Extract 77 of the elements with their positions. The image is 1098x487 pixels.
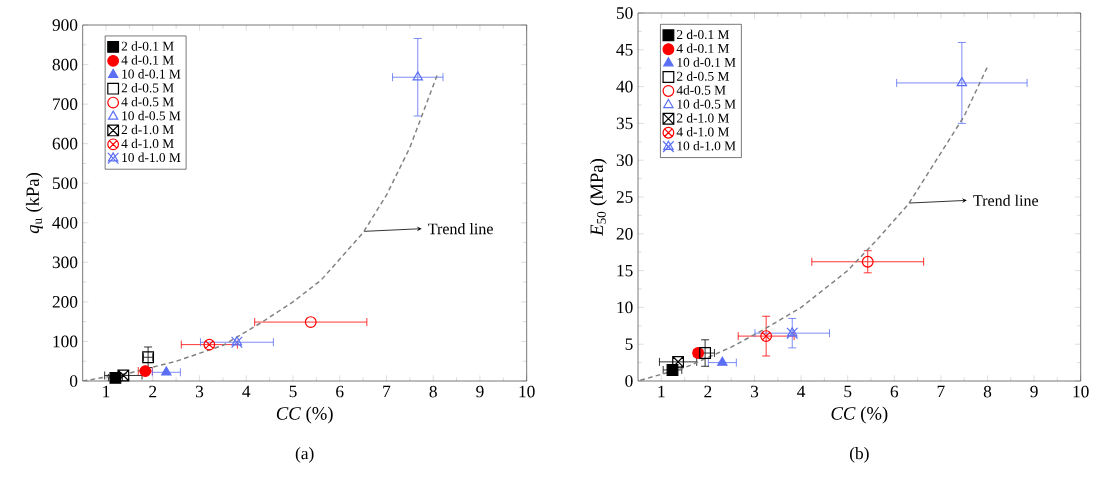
point bbox=[717, 356, 728, 366]
y-tick-label: 700 bbox=[53, 98, 78, 110]
legend-label: 4 d-0.5 M bbox=[121, 96, 174, 107]
point bbox=[786, 327, 799, 340]
text: (a) bbox=[295, 447, 314, 463]
point bbox=[304, 316, 317, 328]
legend-label: 4 d-0.1 M bbox=[121, 55, 174, 65]
point bbox=[230, 336, 243, 349]
x-tick-label: 8 bbox=[983, 385, 992, 398]
point bbox=[956, 77, 968, 87]
point bbox=[760, 330, 773, 343]
y-tick-label: 25 bbox=[616, 191, 633, 203]
annotation: Trend line bbox=[973, 194, 1039, 206]
legend-label: 4 d-0.1 M bbox=[676, 43, 729, 54]
y-tick-label: 200 bbox=[52, 296, 78, 308]
x-tick-label: 1 bbox=[658, 385, 665, 398]
y-tick-label: 5 bbox=[625, 338, 633, 350]
x-tick-label: 4 bbox=[797, 385, 806, 398]
legend-label: 2 d-1.0 M bbox=[121, 124, 174, 135]
x-tick-label: 1 bbox=[103, 385, 110, 398]
y-axis-title: q$_{u}$ (kPa) bbox=[25, 173, 43, 234]
legend-label: 4 d-1.0 M bbox=[676, 127, 729, 137]
y-tick-label: 10 bbox=[617, 301, 633, 314]
x-tick-label: 7 bbox=[937, 385, 945, 398]
y-tick-label: 35 bbox=[616, 117, 633, 130]
x-tick-label: 7 bbox=[383, 385, 391, 398]
legend-label: 2 d-0.5 M bbox=[677, 71, 729, 81]
legend-label: 2 d-1.0 M bbox=[677, 113, 729, 123]
point bbox=[861, 255, 874, 268]
x-tick-label: 5 bbox=[844, 385, 852, 398]
y-tick-label: 600 bbox=[52, 137, 78, 150]
x-tick-label: 6 bbox=[890, 385, 899, 398]
y-tick-label: 900 bbox=[52, 19, 78, 31]
x-tick-label: 10 bbox=[1073, 385, 1089, 398]
y-tick-label: 15 bbox=[617, 264, 633, 277]
x-tick-label: 10 bbox=[519, 385, 535, 398]
point bbox=[161, 366, 172, 376]
x-tick-label: 8 bbox=[429, 385, 437, 398]
x-tick-label: 4 bbox=[242, 385, 251, 398]
text: (b) bbox=[849, 447, 869, 463]
x-axis-title: CC (%) bbox=[276, 406, 333, 424]
x-axis-title: CC (%) bbox=[831, 406, 888, 424]
y-tick-label: 45 bbox=[616, 44, 633, 56]
y-tick-label: 50 bbox=[616, 7, 633, 19]
x-tick-label: 5 bbox=[289, 385, 297, 398]
annotation: Trend line bbox=[428, 223, 493, 235]
x-tick-label: 3 bbox=[196, 385, 204, 398]
legend-label: 10 d-0.5 M bbox=[677, 99, 736, 109]
y-tick-label: 400 bbox=[52, 216, 78, 229]
x-tick-label: 2 bbox=[704, 385, 712, 398]
legend-label: 4 d-1.0 M bbox=[121, 138, 174, 149]
x-tick-label: 9 bbox=[1030, 385, 1038, 398]
x-tick-label: 6 bbox=[336, 385, 344, 398]
x-tick-label: 3 bbox=[751, 385, 759, 398]
legend-label: 2 d-0.5 M bbox=[121, 83, 174, 93]
legend-label: 10 d-1.0 M bbox=[122, 152, 181, 163]
y-tick-label: 20 bbox=[616, 227, 633, 240]
point bbox=[412, 71, 423, 81]
y-tick-label: 300 bbox=[52, 256, 78, 269]
legend-label: 10 d-0.1 M bbox=[122, 69, 181, 79]
y-tick-label: 100 bbox=[53, 335, 78, 348]
y-tick-label: 40 bbox=[616, 80, 633, 93]
y-tick-label: 0 bbox=[625, 375, 633, 387]
x-tick-label: 2 bbox=[149, 385, 157, 398]
y-tick-label: 500 bbox=[52, 177, 78, 190]
point bbox=[203, 338, 216, 351]
legend-label: 10 d-0.1 M bbox=[677, 57, 736, 67]
x-tick-label: 9 bbox=[476, 385, 484, 398]
y-tick-label: 800 bbox=[52, 58, 78, 71]
y-axis-title: E$_{50}$ (MPa) bbox=[589, 159, 607, 236]
legend-label: 2 d-0.1 M bbox=[677, 29, 729, 40]
y-tick-label: 30 bbox=[616, 154, 633, 167]
legend-label: 10 d-0.5 M bbox=[122, 110, 181, 121]
y-tick-label: 0 bbox=[69, 375, 78, 387]
legend-label: 2 d-0.1 M bbox=[121, 41, 174, 51]
legend-label: 4d-0.5 M bbox=[676, 85, 726, 95]
legend-label: 10 d-1.0 M bbox=[677, 140, 736, 151]
